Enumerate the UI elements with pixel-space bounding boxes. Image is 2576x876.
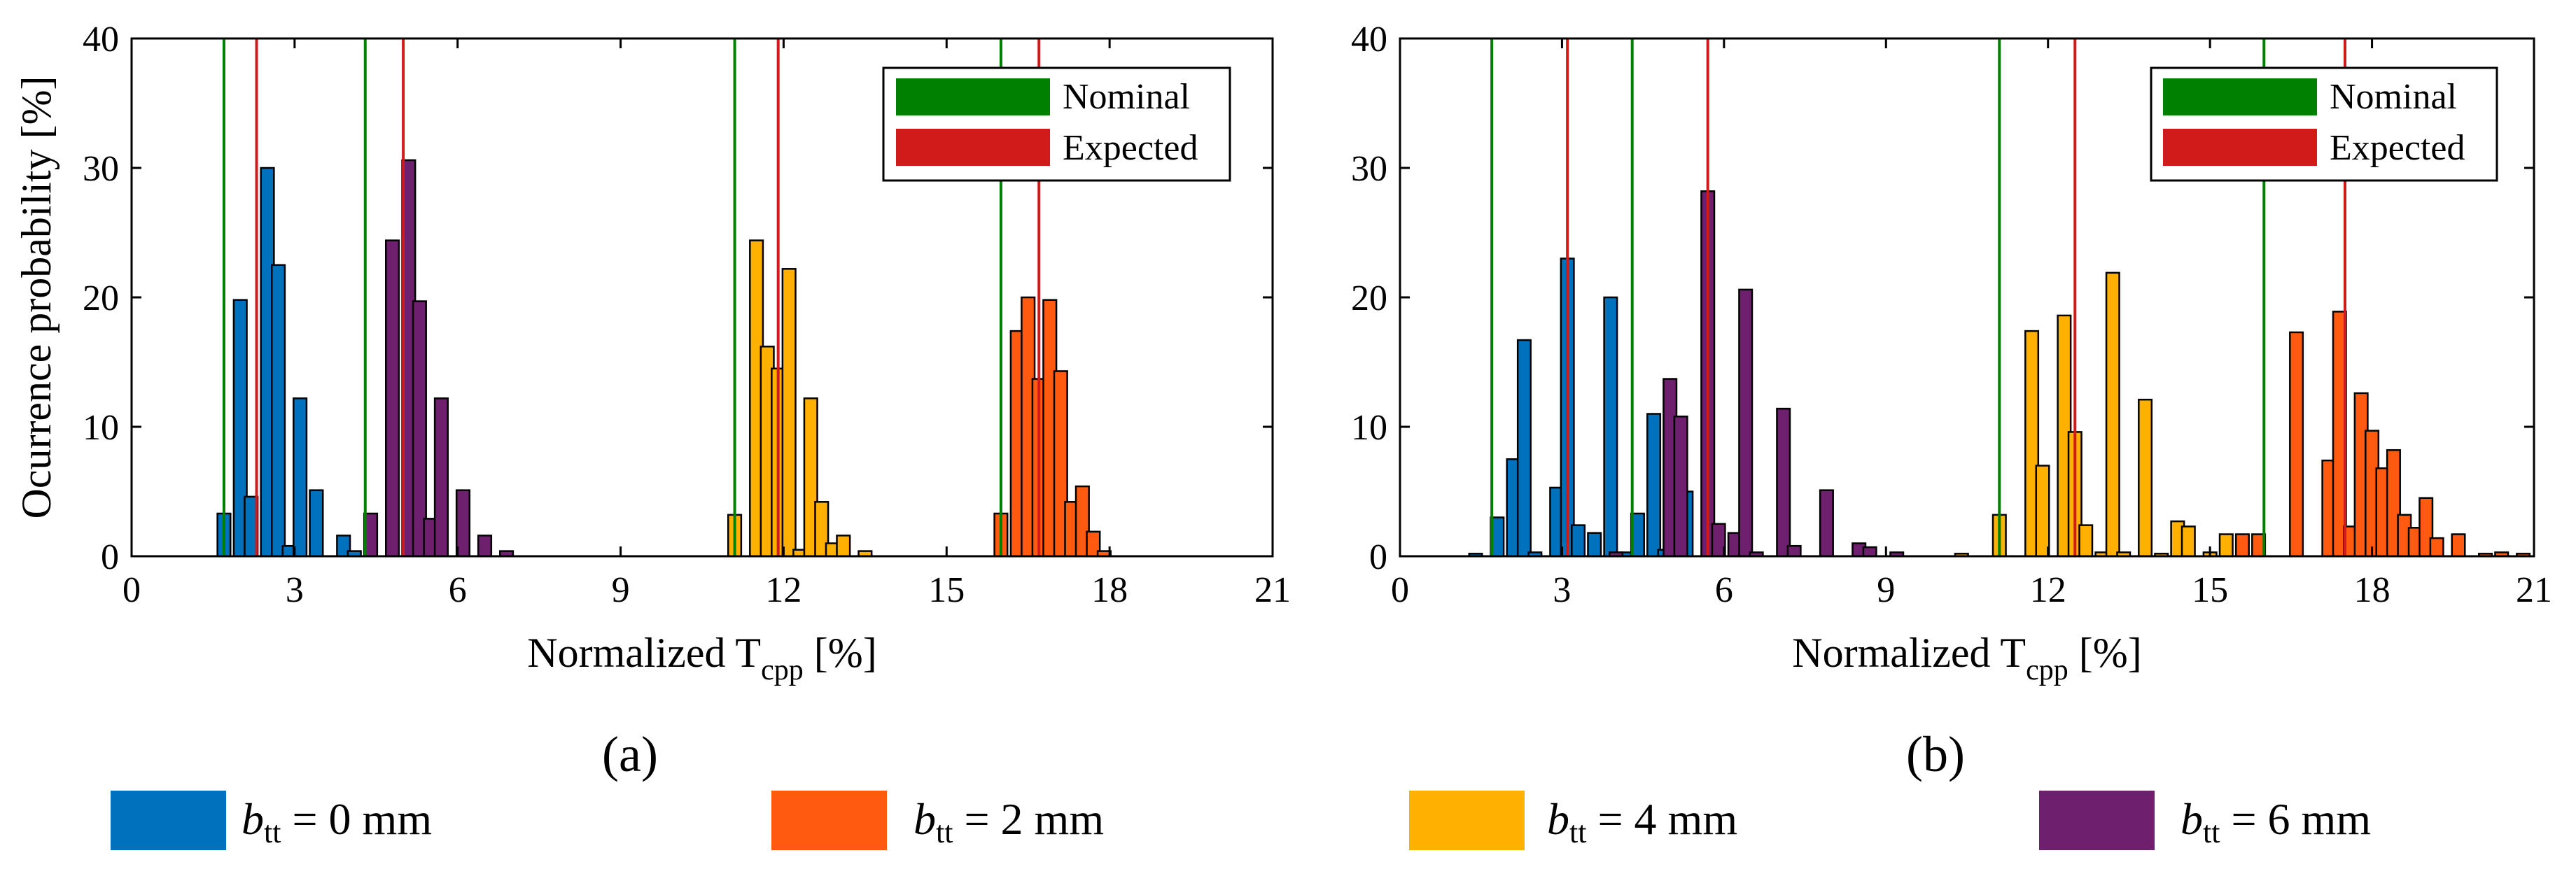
bar bbox=[271, 264, 286, 558]
bar bbox=[2180, 525, 2196, 558]
bar bbox=[1571, 524, 1586, 558]
shared-legend-label-1: btt = 2 mm bbox=[913, 794, 1104, 849]
shared-legend-label-0: btt = 0 mm bbox=[241, 794, 432, 849]
shared-legend: btt = 0 mm btt = 2 mm btt = 4 mm btt = 6… bbox=[111, 791, 2371, 850]
bar-series-3 bbox=[2234, 311, 2531, 558]
bar-series-2 bbox=[727, 239, 873, 558]
bar bbox=[1819, 489, 1834, 558]
bar bbox=[2105, 271, 2120, 558]
x-tick-label: 15 bbox=[2192, 570, 2228, 610]
panel-b-legend-expected-label: Expected bbox=[2330, 128, 2465, 168]
x-tick-label: 9 bbox=[1877, 570, 1895, 610]
y-tick-label: 30 bbox=[1351, 149, 1387, 189]
bar bbox=[2234, 533, 2250, 558]
bar bbox=[2138, 398, 2153, 558]
y-tick-label: 20 bbox=[83, 278, 119, 318]
panel-a-legend-nominal-swatch bbox=[896, 78, 1050, 115]
shared-legend-label-2: btt = 4 mm bbox=[1547, 794, 1737, 849]
bar bbox=[836, 535, 851, 558]
x-tick-label: 12 bbox=[2030, 570, 2066, 610]
shared-legend-swatch-1 bbox=[771, 791, 887, 850]
x-tick-label: 0 bbox=[1391, 570, 1409, 610]
bar bbox=[385, 239, 400, 558]
bar-series-3 bbox=[993, 296, 1112, 558]
y-tick-label: 10 bbox=[83, 408, 119, 448]
bar bbox=[309, 489, 324, 558]
bar bbox=[781, 268, 797, 558]
y-tick-label: 10 bbox=[1351, 408, 1387, 448]
panel-b-legend-nominal-label: Nominal bbox=[2330, 77, 2457, 117]
bar bbox=[455, 489, 471, 558]
y-axis-label: Ocurrence probability [%] bbox=[13, 76, 59, 518]
bar bbox=[1646, 413, 1662, 558]
panel-a-legend-expected-label: Expected bbox=[1063, 128, 1198, 168]
panel-a-legend-nominal-label: Nominal bbox=[1063, 77, 1190, 117]
x-tick-label: 18 bbox=[1091, 570, 1128, 610]
bar bbox=[2451, 533, 2466, 558]
panel-a-label: (a) bbox=[602, 726, 658, 782]
bar bbox=[2429, 537, 2444, 558]
bar bbox=[1603, 296, 1618, 558]
bar bbox=[433, 397, 449, 558]
shared-legend-swatch-3 bbox=[2039, 791, 2155, 850]
bar bbox=[2289, 331, 2304, 558]
shared-legend-item-1: btt = 2 mm bbox=[771, 791, 1104, 850]
bar bbox=[2035, 465, 2050, 558]
bar bbox=[1516, 339, 1532, 558]
shared-legend-label-3: btt = 6 mm bbox=[2180, 794, 2371, 849]
shared-legend-item-0: btt = 0 mm bbox=[111, 791, 432, 850]
bar bbox=[2218, 533, 2234, 558]
x-tick-label: 9 bbox=[612, 570, 630, 610]
panel-a-legend: Nominal Expected bbox=[882, 66, 1231, 182]
y-tick-label: 0 bbox=[1369, 537, 1387, 577]
x-tick-label: 0 bbox=[122, 570, 141, 610]
x-tick-label: 6 bbox=[1715, 570, 1733, 610]
x-axis-label: Normalized Tcpp [%] bbox=[1792, 630, 2141, 686]
y-tick-label: 0 bbox=[101, 537, 119, 577]
bar bbox=[1587, 532, 1602, 558]
bar bbox=[1786, 544, 1802, 558]
x-tick-label: 6 bbox=[449, 570, 467, 610]
bar bbox=[1738, 288, 1754, 558]
y-tick-label: 30 bbox=[83, 149, 119, 189]
x-tick-label: 21 bbox=[2516, 570, 2552, 610]
bar bbox=[1673, 415, 1688, 558]
bar bbox=[1776, 407, 1791, 558]
shared-legend-swatch-0 bbox=[111, 791, 226, 850]
bar bbox=[293, 397, 308, 558]
x-tick-label: 12 bbox=[765, 570, 802, 610]
shared-legend-item-2: btt = 4 mm bbox=[1409, 791, 1737, 850]
chart-panel-a: 0 3 6 9 12 15 18 21 0 10 20 30 40 Normalized Tcpp [%]… bbox=[13, 20, 1291, 686]
y-tick-label: 20 bbox=[1351, 278, 1387, 318]
x-tick-label: 21 bbox=[1254, 570, 1291, 610]
x-tick-label: 3 bbox=[286, 570, 304, 610]
shared-legend-swatch-2 bbox=[1409, 791, 1525, 850]
bar bbox=[2078, 524, 2094, 558]
bar bbox=[477, 535, 493, 558]
panel-a-legend-expected-swatch bbox=[896, 129, 1050, 166]
bar-series-0 bbox=[216, 167, 362, 558]
x-axis-label: Normalized Tcpp [%] bbox=[527, 630, 876, 686]
x-tick-label: 18 bbox=[2354, 570, 2390, 610]
bar bbox=[1862, 546, 1877, 558]
y-tick-label: 40 bbox=[83, 20, 119, 59]
panel-b-legend-nominal-swatch bbox=[2163, 78, 2317, 115]
x-tick-label: 3 bbox=[1553, 570, 1571, 610]
panel-b-label: (b) bbox=[1906, 726, 1965, 782]
panel-b-legend-expected-swatch bbox=[2163, 129, 2317, 166]
y-tick-label: 40 bbox=[1351, 20, 1387, 59]
panel-b-legend: Nominal Expected bbox=[2150, 66, 2498, 182]
shared-legend-item-3: btt = 6 mm bbox=[2039, 791, 2371, 850]
bar-series-2 bbox=[1954, 271, 2234, 558]
x-tick-label: 15 bbox=[928, 570, 965, 610]
